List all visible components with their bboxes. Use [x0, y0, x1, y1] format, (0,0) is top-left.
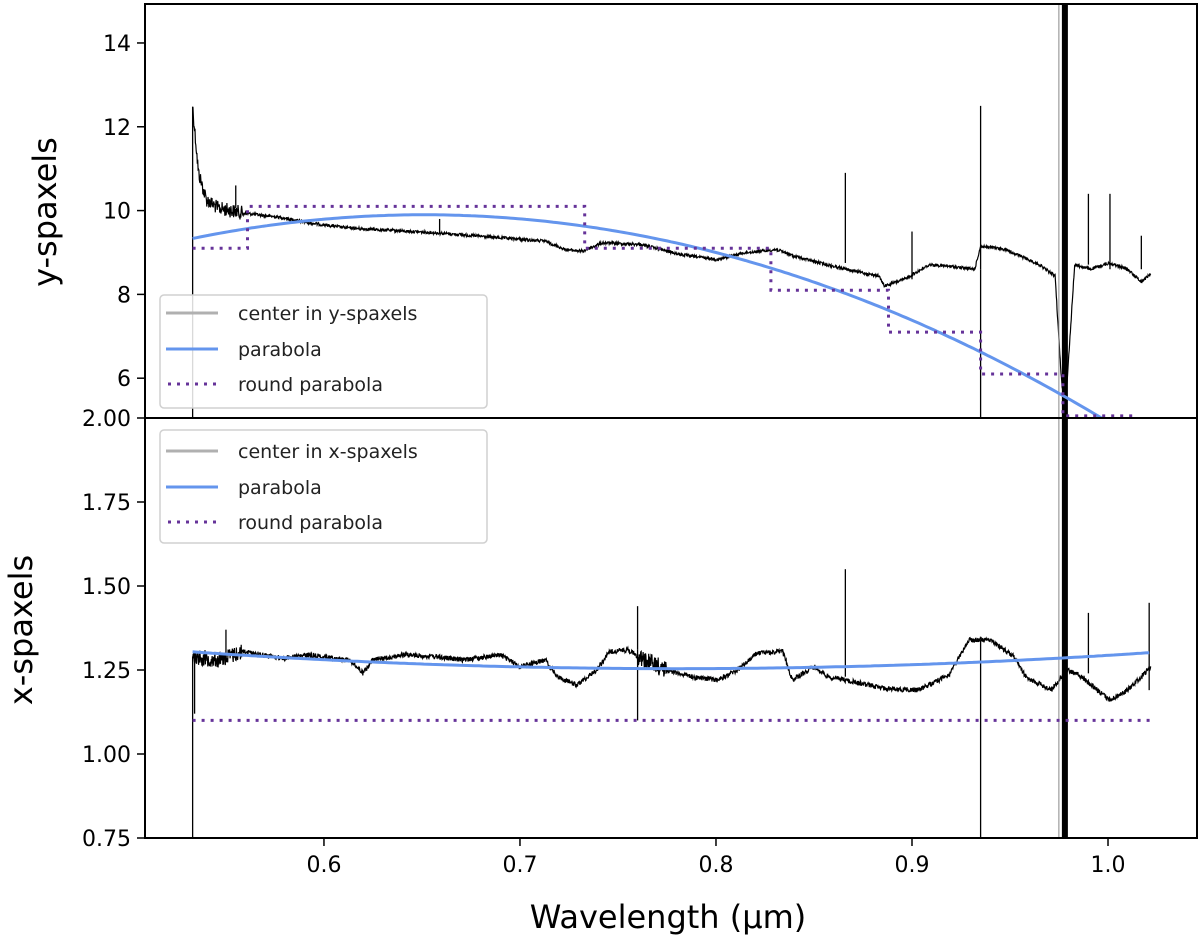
legend-label-parabola: parabola [238, 477, 322, 499]
y-tick-label: 14 [103, 32, 131, 57]
y-tick-label: 8 [117, 283, 131, 308]
y-axis-label-bottom: x-spaxels [2, 555, 40, 705]
x-axis-label: Wavelength (µm) [530, 898, 807, 936]
y-tick-label: 1.00 [82, 743, 131, 768]
round-parabola-line [192, 204, 1136, 418]
legend-label-center: center in x-spaxels [238, 441, 418, 463]
legend-label-center: center in y-spaxels [238, 303, 417, 325]
center-series-line [192, 636, 1152, 702]
y-axis-label-top: y-spaxels [26, 137, 64, 287]
saturated-band [1061, 418, 1068, 838]
legend-label-parabola: parabola [238, 339, 322, 361]
legend-top: center in y-spaxels parabola round parab… [159, 294, 488, 409]
legend-box [159, 429, 488, 544]
y-tick-label: 1.75 [82, 491, 131, 516]
legend-label-round-parabola: round parabola [238, 512, 383, 534]
legend-bottom: center in x-spaxels parabola round parab… [159, 429, 488, 544]
y-tick-label: 0.75 [82, 827, 131, 852]
axes-frame [144, 417, 1198, 839]
y-tick-label: 1.50 [82, 575, 131, 600]
x-tick-label: 1.0 [1091, 853, 1126, 878]
y-tick-label: 6 [117, 367, 131, 392]
y-tick-label: 2.00 [82, 407, 131, 432]
y-tick-label: 10 [103, 200, 131, 225]
plot-area [191, 418, 1152, 838]
saturated-band [1061, 4, 1068, 418]
y-tick-label: 12 [103, 116, 131, 141]
x-tick-label: 0.7 [502, 853, 537, 878]
x-tick-label: 0.8 [698, 853, 733, 878]
y-tick-label: 1.25 [82, 659, 131, 684]
x-tick-label: 0.9 [894, 853, 929, 878]
panel-bottom: 0.75 1.00 1.25 1.50 1.75 2.00 [82, 407, 1198, 852]
x-tick-label: 0.6 [306, 853, 341, 878]
parabola-line [192, 650, 1150, 671]
plot-area [191, 4, 1152, 418]
parabola-line [192, 213, 1105, 418]
legend-box [159, 294, 488, 409]
center-series-line [192, 106, 1152, 416]
legend-label-round-parabola: round parabola [238, 374, 383, 396]
